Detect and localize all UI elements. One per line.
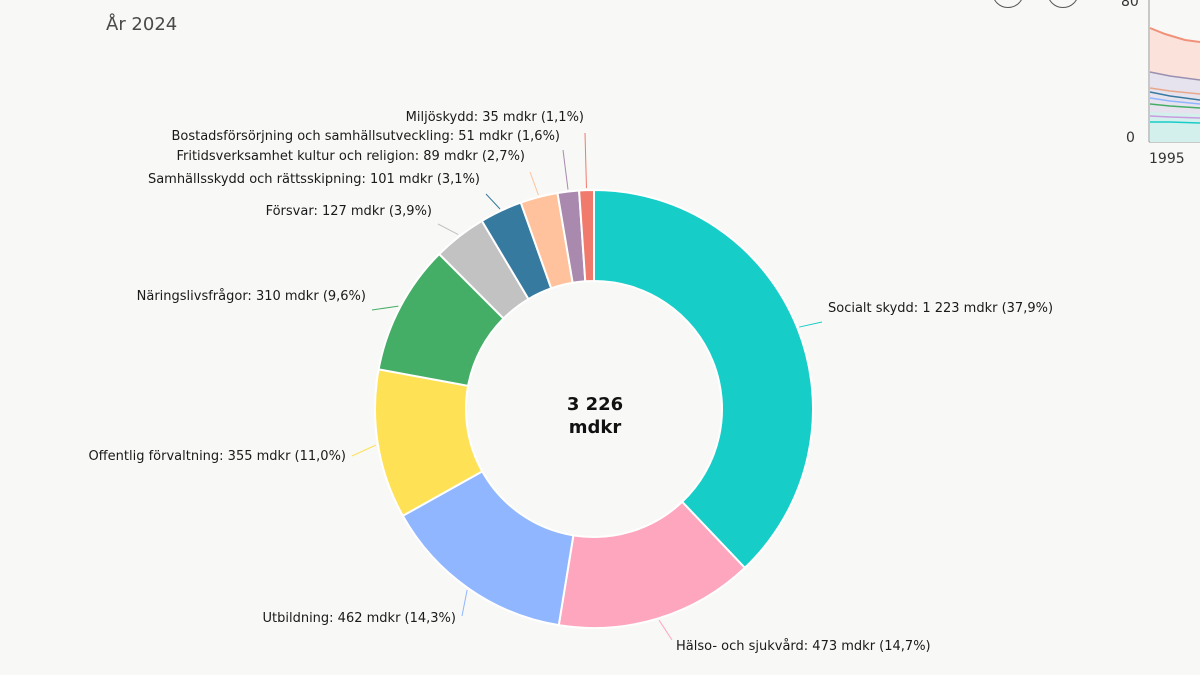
slice-forsvar-leader [437,223,459,236]
slice-bostadsforsorjning-label: Bostadsförsörjning och samhällsutvecklin… [171,129,560,144]
mini-y-zero-tick: 0 [1126,130,1135,146]
slice-socialt-skydd-leader [799,321,823,328]
slice-halso-sjukvard-label: Hälso- och sjukvård: 473 mdkr (14,7%) [676,639,931,654]
slice-offentlig-forvaltning-label: Offentlig förvaltning: 355 mdkr (11,0%) [88,449,346,464]
slice-miljoskydd[interactable] [578,188,595,283]
slice-forsvar-label: Försvar: 127 mdkr (3,9%) [266,204,432,219]
slice-offentlig-forvaltning-leader [351,444,377,457]
slice-utbildning-leader [461,589,468,617]
slice-samhallsskydd-leader [485,193,501,210]
slice-samhallsskydd-label: Samhällsskydd och rättsskipning: 101 mdk… [148,172,480,187]
slice-socialt-skydd[interactable] [593,188,814,570]
slice-miljoskydd-label: Miljöskydd: 35 mdkr (1,1%) [406,110,584,125]
slice-bostadsforsorjning-leader [562,149,569,190]
slice-utbildning-label: Utbildning: 462 mdkr (14,3%) [262,611,456,626]
chart-year-label: År 2024 [106,14,178,35]
mini-y-top-tick: 80 [1121,0,1139,10]
slice-miljoskydd-leader [584,132,587,189]
center-total: 3 226 [567,394,623,415]
mini-x-year-tick: 1995 [1149,151,1185,167]
slice-halso-sjukvard-leader [658,619,673,641]
slice-fritidsverksamhet-leader [529,171,539,196]
slice-fritidsverksamhet-label: Fritidsverksamhet kultur och religion: 8… [176,149,525,164]
slice-socialt-skydd-label: Socialt skydd: 1 223 mdkr (37,9%) [828,301,1053,316]
slice-naringslivsfragor-label: Näringslivsfrågor: 310 mdkr (9,6%) [137,289,366,304]
slice-naringslivsfragor-leader [371,305,399,311]
center-unit: mdkr [569,417,622,438]
